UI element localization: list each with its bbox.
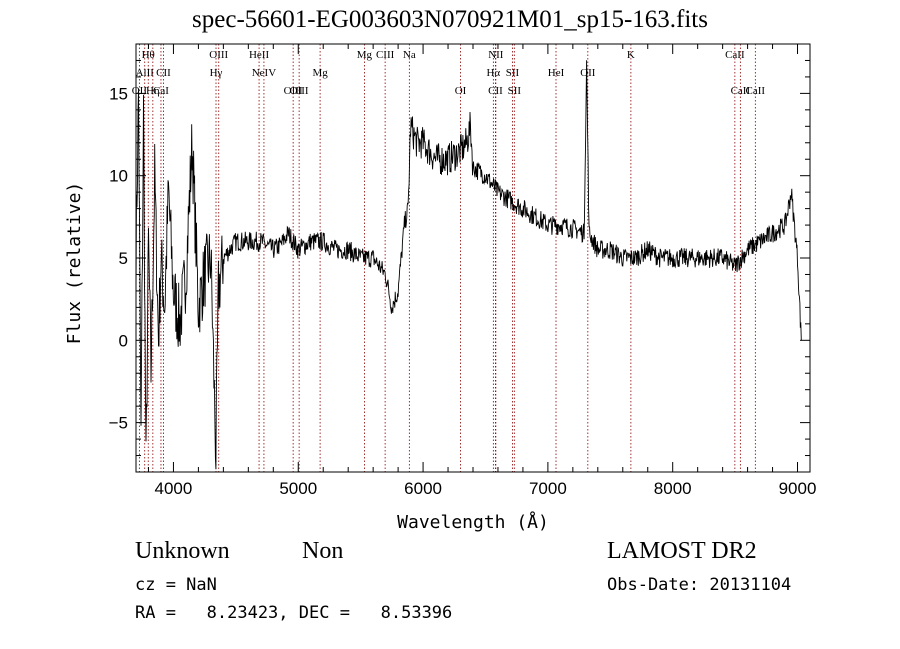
line-label-27: CaII	[746, 85, 766, 97]
line-label-11: OIII	[290, 85, 309, 97]
line-label-8: HeII	[249, 49, 269, 61]
line-label-23: K	[627, 49, 635, 61]
line-label-4: CII	[156, 67, 171, 79]
survey-label: LAMOST DR2	[607, 538, 757, 564]
subclass-label: Non	[302, 538, 344, 564]
cz-label: cz = NaN	[135, 575, 217, 595]
y-axis-label: Flux (relative)	[64, 182, 85, 345]
line-label-19: SII	[506, 67, 520, 79]
line-label-14: CIII	[376, 49, 395, 61]
obs-date-label: Obs-Date: 20131104	[607, 575, 792, 595]
line-label-18: Hα	[486, 67, 500, 79]
line-label-21: CII	[488, 85, 503, 97]
line-label-6: OIII	[209, 49, 228, 61]
chart-title: spec-56601-EG003603N070921M01_sp15-163.f…	[192, 6, 708, 33]
y-tick-label-10: 10	[109, 167, 128, 186]
x-tick-label-4000: 4000	[155, 479, 193, 498]
line-label-1: AlII	[136, 67, 155, 79]
line-label-9: NeIV	[252, 67, 276, 79]
x-axis-label: Wavelength (Å)	[397, 511, 549, 533]
line-label-16: NII	[488, 49, 504, 61]
y-tick-label-0: 0	[119, 331, 128, 350]
line-label-10: OIII	[284, 85, 303, 97]
x-tick-label-8000: 8000	[654, 479, 692, 498]
line-label-12: Mg	[312, 67, 328, 79]
line-label-7: Hγ	[210, 67, 223, 79]
line-label-20: SII	[508, 85, 522, 97]
line-label-26: CaII	[731, 85, 751, 97]
x-tick-label-5000: 5000	[279, 479, 317, 498]
spectrum-line	[135, 60, 802, 470]
line-label-22: OII	[580, 67, 596, 79]
coords-label: RA = 8.23423, DEC = 8.53396	[135, 603, 453, 623]
y-tick-label-5: 5	[119, 249, 128, 268]
y-tick-label--5: −5	[109, 414, 128, 433]
line-label-15: Na	[403, 49, 416, 61]
line-label-25: CaII	[725, 49, 745, 61]
line-label-5: CaI	[153, 85, 169, 97]
y-tick-label-15: 15	[109, 84, 128, 103]
line-label-3: Hη	[146, 85, 160, 97]
x-tick-label-9000: 9000	[779, 479, 817, 498]
x-tick-label-7000: 7000	[529, 479, 567, 498]
line-label-2: OII	[132, 85, 148, 97]
class-label: Unknown	[135, 538, 230, 564]
line-label-17: OI	[455, 85, 467, 97]
line-label-13: Mg	[357, 49, 373, 61]
x-tick-label-6000: 6000	[404, 479, 442, 498]
line-label-24: HeI	[548, 67, 565, 79]
